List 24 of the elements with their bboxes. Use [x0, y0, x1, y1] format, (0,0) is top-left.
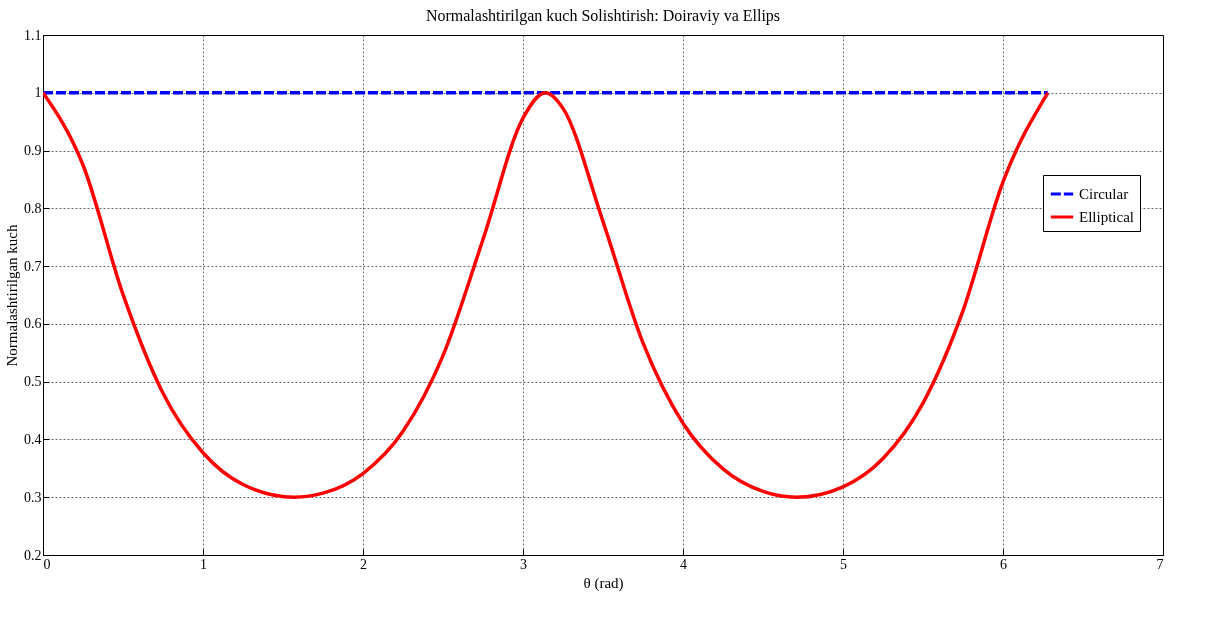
y-tick-label: 0.5: [24, 374, 42, 390]
y-tick-label: 0.6: [24, 316, 42, 332]
y-tick-label: 0.3: [24, 489, 42, 505]
y-tick-label: 0.9: [24, 143, 42, 159]
x-tick-label: 5: [840, 556, 847, 572]
y-tick-label: 0.7: [24, 258, 42, 274]
line-series: [43, 91, 1050, 499]
y-axis-title: Normalashtirilgan kuch: [4, 223, 20, 367]
x-tick-label: 2: [360, 556, 367, 572]
y-tick-label: 0.2: [24, 547, 42, 563]
legend-label: Circular: [1079, 186, 1129, 202]
x-axis-title: θ (rad): [583, 574, 624, 592]
legend-label: Elliptical: [1079, 209, 1134, 225]
x-tick-label: 0: [43, 556, 51, 572]
y-tick-label: 1: [34, 85, 42, 101]
x-tick-label: 6: [1000, 556, 1007, 572]
x-tick-label: 7: [1156, 556, 1164, 572]
x-tick-label: 3: [520, 556, 527, 572]
y-tick-label: 1.1: [24, 27, 42, 43]
x-tick-label: 4: [680, 556, 687, 572]
x-tick-label: 1: [200, 556, 207, 572]
y-tick-label: 0.8: [24, 200, 42, 216]
y-tick-label: 0.4: [24, 431, 42, 447]
chart-title: Normalashtirilgan kuch Solishtirish: Doiraviy va Ellips: [425, 7, 781, 25]
